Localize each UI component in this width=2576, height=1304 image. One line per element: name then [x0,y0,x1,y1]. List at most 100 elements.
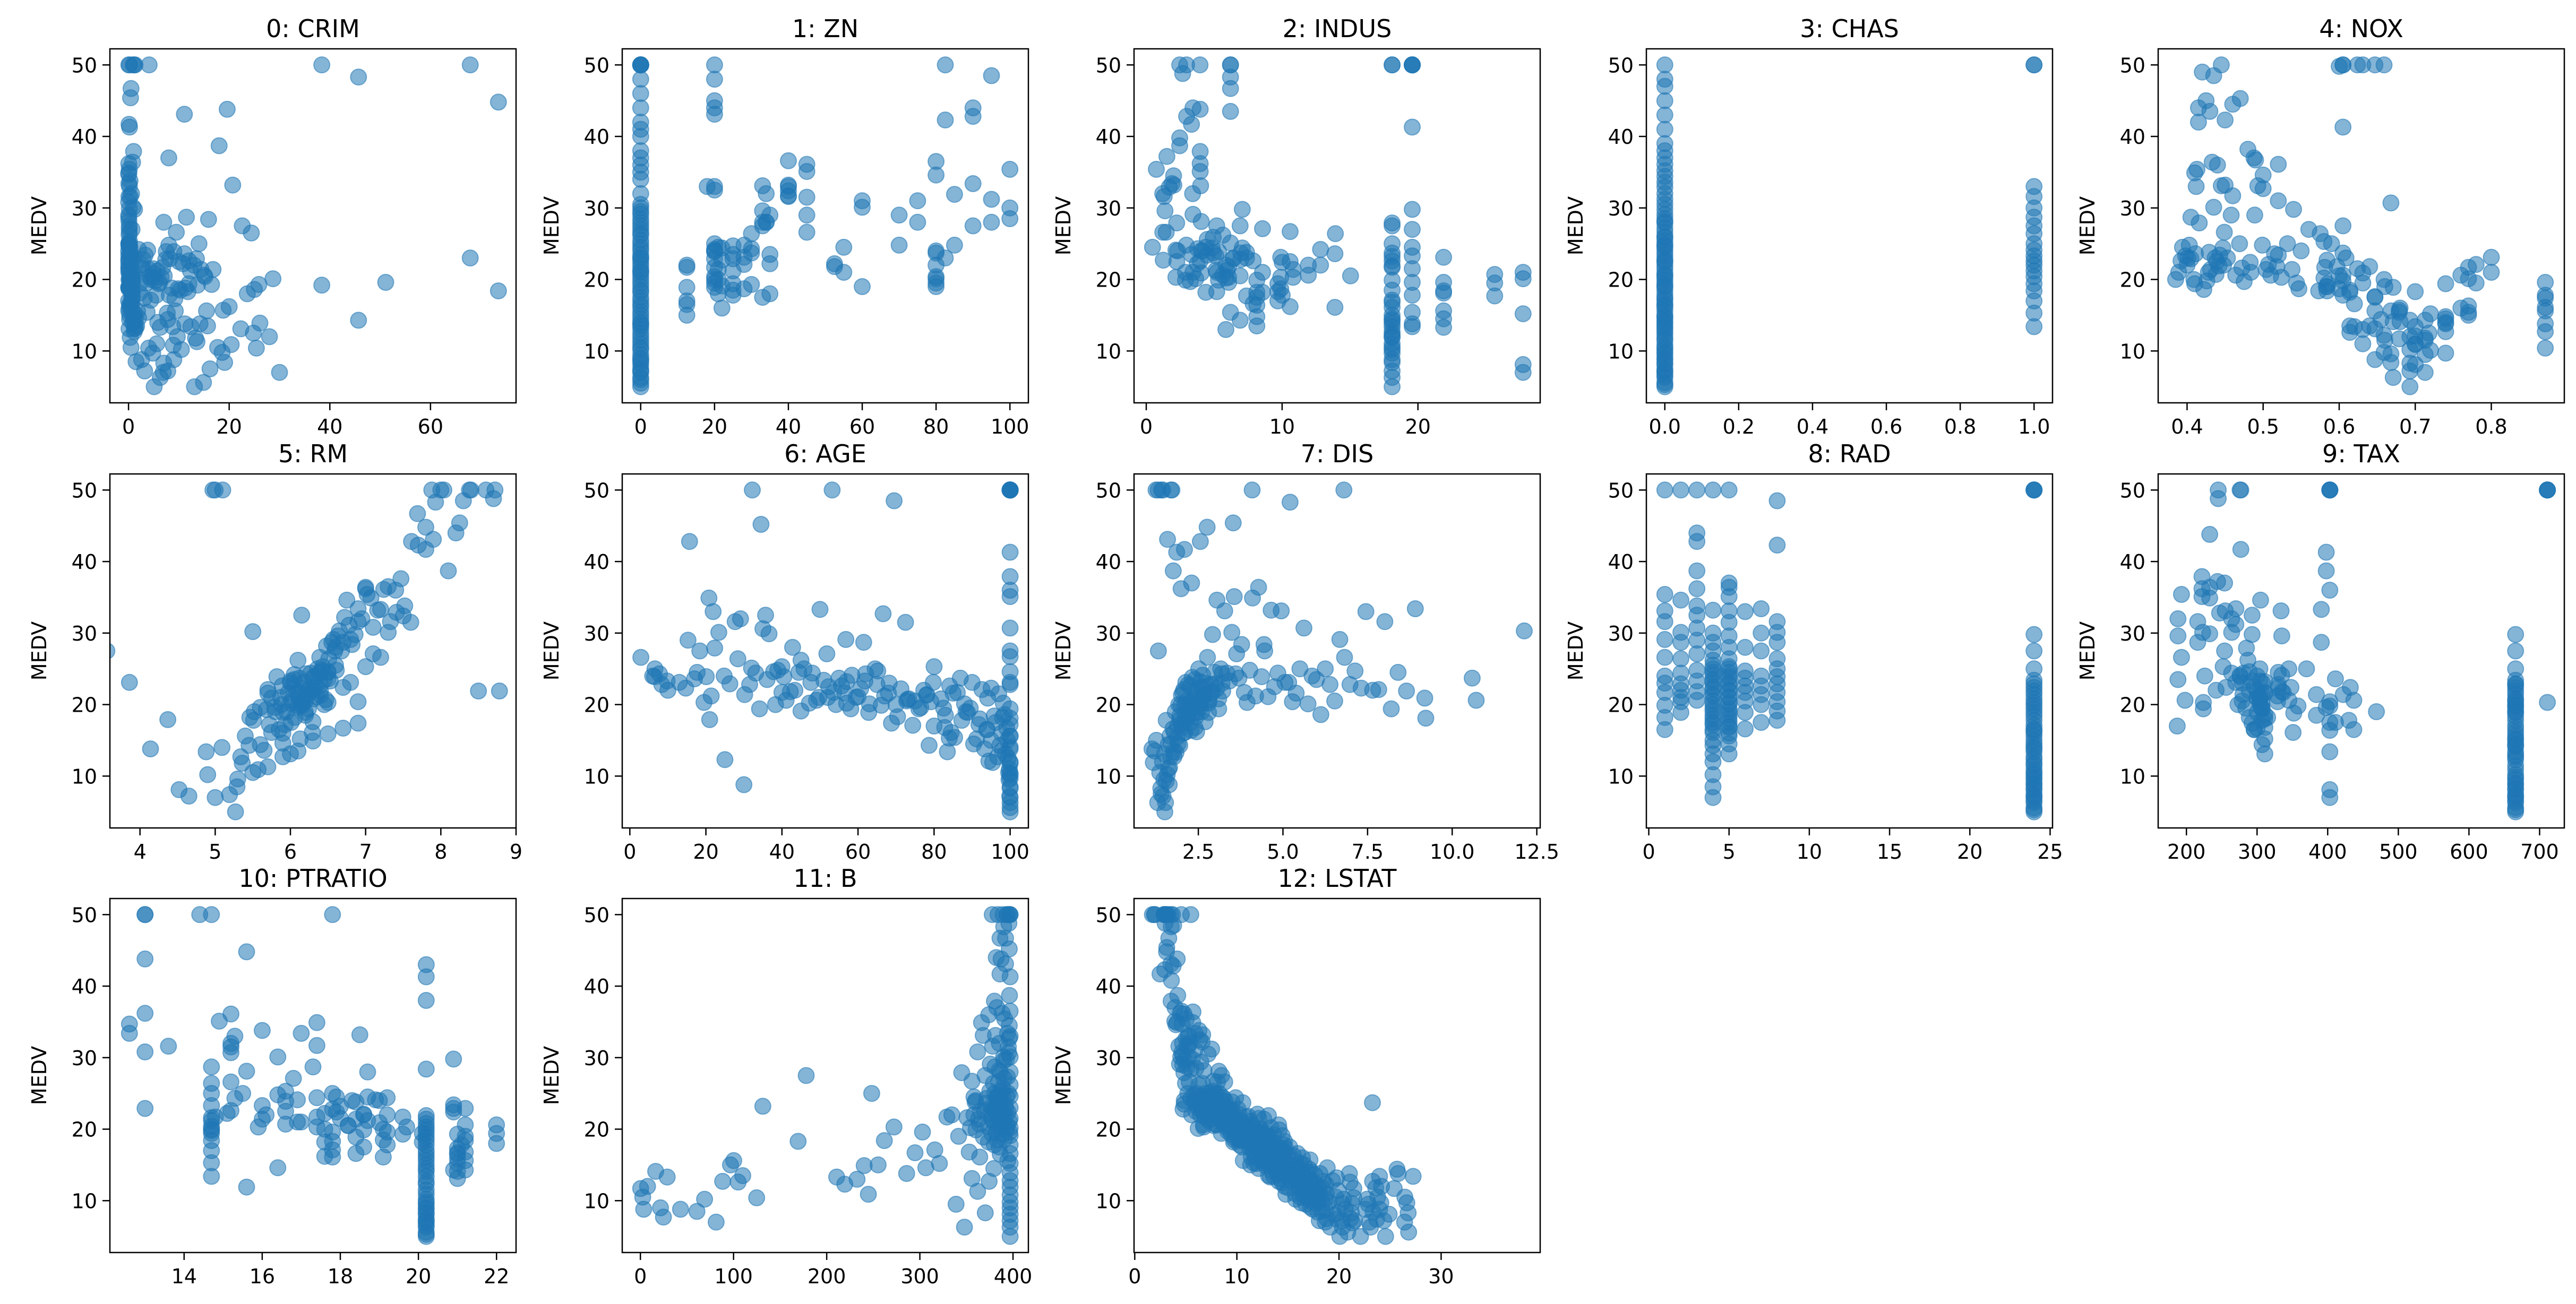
chart-3-point [1656,266,1673,284]
chart-9-point [2317,562,2335,580]
chart-7-point [1321,676,1339,693]
chart-5-point [241,737,258,754]
chart-0-point [218,100,236,118]
chart-10-point [222,1073,239,1091]
chart-10-point [160,1038,177,1055]
chart-5-point [432,481,450,499]
chart-12-title: 12: LSTAT [1277,864,1397,893]
chart-0-point [247,339,265,357]
chart-1-frame [621,48,1029,404]
chart-4-point [2376,278,2393,295]
chart-4-point [2391,299,2409,317]
chart-5-point [349,714,367,732]
chart-11-point [870,1156,887,1173]
chart-11-point [999,1068,1016,1086]
chart-2-point [1254,220,1271,237]
chart-12-point [1478,0,1494,8]
chart-12-point [1380,1205,1398,1223]
chart-7-ytick-label: 30 [1096,622,1121,645]
chart-7-point [1335,481,1353,499]
chart-8-point [1704,624,1722,642]
chart-7-point [1317,660,1334,678]
chart-8-ylabel: MEDV [1564,621,1587,680]
chart-0-point [122,0,138,8]
chart-2-point [1327,225,1344,243]
chart-10-title: 10: PTRATIO [238,864,387,893]
chart-9-point [2210,490,2227,507]
chart-9-point [2345,692,2363,709]
chart-0-point [121,56,138,74]
chart-10-point [285,1069,302,1087]
chart-11-xtick-label: 300 [900,1265,939,1288]
chart-12-ytick-label: 10 [1096,1189,1121,1213]
chart-6-point [811,601,829,618]
chart-0-point [157,251,175,268]
chart-6-point [784,638,801,656]
chart-1-point [798,223,815,241]
chart-4-point [2452,299,2470,317]
chart-7-xtick-label: 12.5 [1514,840,1559,863]
chart-4-ytick-label: 30 [2120,197,2145,220]
chart-9-point [2280,660,2298,678]
chart-11-ytick-label: 20 [584,1118,609,1142]
chart-4-point [2315,269,2333,287]
chart-7-point [1281,494,1299,511]
chart-12-point [1184,1003,1201,1021]
chart-12-point [1389,1165,1407,1182]
chart-5-ytick-label: 30 [72,622,97,645]
chart-9-title: 9: TAX [2322,439,2400,468]
chart-4-xtick-label: 0.4 [2171,415,2203,438]
chart-9-point [2169,627,2187,645]
chart-11-title: 11: B [793,864,857,893]
chart-8-point [1753,600,1770,617]
chart-9-xtick-label: 700 [2520,840,2559,863]
chart-9-xtick-label: 400 [2308,840,2347,863]
chart-2-ytick-label: 40 [1096,125,1121,149]
chart-2-point [1514,270,1532,288]
chart-8-ytick-label: 50 [1608,479,1634,502]
chart-10-points [121,906,505,1245]
chart-0-points [120,0,507,395]
chart-4-point [2401,378,2419,395]
chart-8-point [1688,661,1706,679]
chart-4-point [2231,235,2248,253]
chart-9-point [2285,724,2302,741]
chart-1-points [632,56,1019,395]
chart-7-point [1370,681,1387,698]
chart-6-point [632,649,650,666]
chart-2-point [1282,298,1299,315]
chart-1-ylabel: MEDV [540,196,563,255]
chart-11-point [696,1190,714,1208]
chart-6-point [1001,588,1019,606]
chart-6-point [941,729,958,747]
chart-11-xtick-label: 400 [994,1265,1033,1288]
chart-8-point [1768,492,1786,509]
chart-5-point [342,631,359,648]
chart-6-point [823,481,841,499]
chart-9-points [2168,481,2556,821]
chart-7-point [1225,588,1243,606]
chart-8-point [1672,664,1689,682]
chart-6-xtick-label: 0 [623,840,636,863]
chart-3-xtick-label: 0.8 [1944,415,1976,438]
chart-10-point [324,906,341,923]
chart-10-point [293,1025,310,1042]
chart-3-title: 3: CHAS [1800,14,1899,43]
chart-6: 6: AGE MEDV 0 20 40 60 80 100 10 20 30 40 50 [540,439,1029,863]
chart-3-xtick-label: 0.6 [1870,415,1902,438]
chart-6-point [702,687,720,705]
chart-0-point [350,312,367,329]
chart-1-point [761,206,779,224]
chart-5-title: 5: RM [278,439,348,468]
chart-9-point [2169,671,2187,688]
chart-10-point [417,956,435,973]
chart-10-point [351,1026,368,1043]
chart-4-point [2483,248,2500,266]
chart-0-point [136,362,153,379]
chart-6-point [701,711,718,728]
chart-11-point [969,1182,986,1200]
chart-1-ytick-label: 10 [584,340,609,363]
chart-10-point [238,943,255,961]
chart-1-point [983,213,1000,231]
chart-1-ytick-label: 50 [584,54,609,77]
